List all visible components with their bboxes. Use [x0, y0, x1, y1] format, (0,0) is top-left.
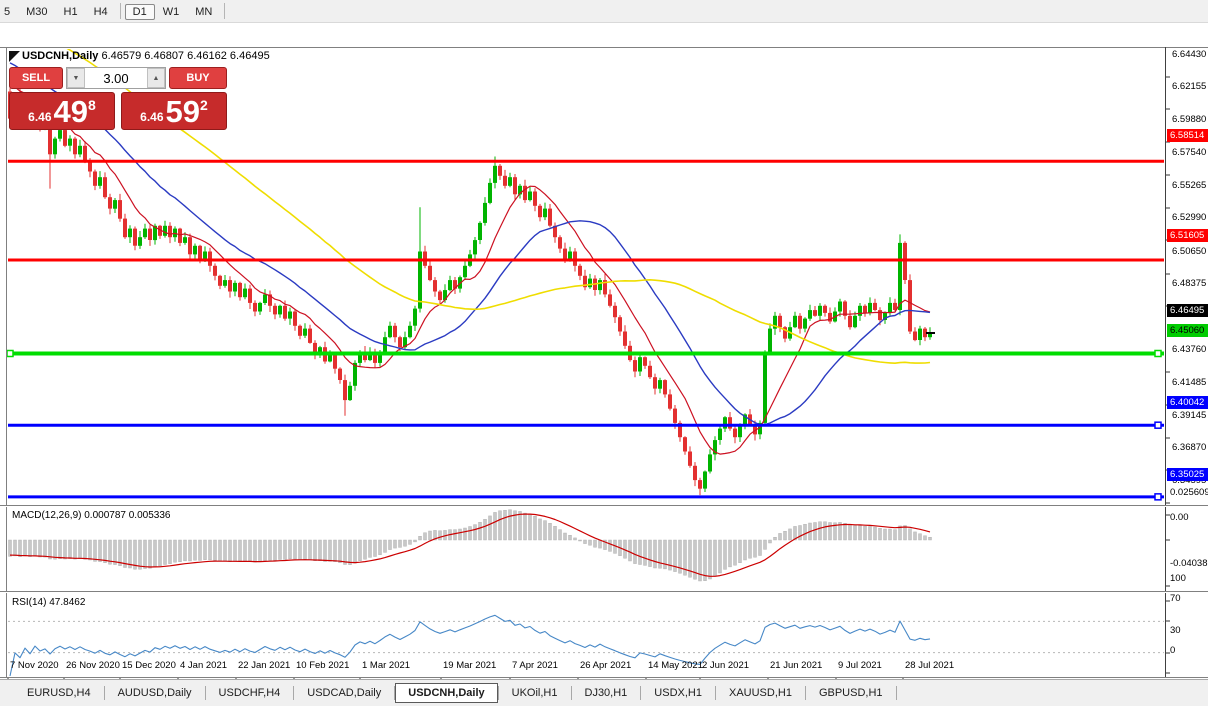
chart-tab-usdchf-h4[interactable]: USDCHF,H4: [218, 687, 281, 699]
chart-ohlc-values: 6.46579 6.46807 6.46162 6.46495: [101, 50, 270, 62]
tab-separator: [895, 686, 897, 700]
chart-tab-gbpusd-h1[interactable]: GBPUSD,H1: [818, 687, 883, 699]
timeframe-button-d1[interactable]: D1: [124, 3, 155, 20]
candlestick-series: [8, 88, 932, 496]
chart-tab-usdcad-daily[interactable]: USDCAD,Daily: [307, 687, 382, 699]
ask-price-integer: 6.46: [140, 110, 164, 124]
bid-price-point: 8: [88, 97, 96, 113]
chart-tab-dj30-h1[interactable]: DJ30,H1: [584, 687, 628, 699]
bid-price-pips: 49: [53, 94, 89, 129]
tab-separator: [204, 686, 206, 700]
chart-window: USDCNH,Daily 6.46579 6.46807 6.46162 6.4…: [0, 23, 1208, 705]
timeframe-button-5[interactable]: 5: [4, 5, 11, 18]
toolbar-separator: [119, 3, 121, 19]
timeframe-toolbar: 5 M30 H1 H4 D1 W1 MN: [0, 0, 1208, 23]
macd-indicator: [8, 509, 932, 582]
chart-header: USDCNH,Daily 6.46579 6.46807 6.46162 6.4…: [22, 50, 270, 62]
pane-borders: [0, 47, 1208, 701]
ask-price-pips: 59: [165, 94, 201, 129]
chart-tab-ukoil-h1[interactable]: UKOil,H1: [511, 687, 558, 699]
sell-button[interactable]: SELL: [9, 67, 63, 89]
chart-symbol-label: USDCNH,Daily: [22, 50, 99, 62]
macd-label: MACD(12,26,9) 0.000787 0.005336: [12, 510, 171, 521]
ask-price-box[interactable]: 6.46 59 2: [121, 92, 227, 130]
horizontal-price-lines[interactable]: [6, 159, 1164, 501]
price-chart-canvas[interactable]: [0, 23, 1208, 728]
tab-separator: [394, 686, 396, 700]
ask-price-point: 2: [200, 97, 208, 113]
bid-price-box[interactable]: 6.46 49 8: [9, 92, 115, 130]
chart-tab-xauusd-h1[interactable]: XAUUSD,H1: [728, 687, 792, 699]
tab-separator: [570, 686, 572, 700]
timeframe-button-mn[interactable]: MN: [195, 5, 213, 18]
chart-tab-audusd-daily[interactable]: AUDUSD,Daily: [117, 687, 192, 699]
tab-separator: [103, 686, 105, 700]
chart-tab-eurusd-h4[interactable]: EURUSD,H4: [27, 687, 91, 699]
tab-separator: [804, 686, 806, 700]
rsi-indicator: [8, 614, 1164, 676]
tab-separator: [640, 686, 642, 700]
chart-tab-usdx-h1[interactable]: USDX,H1: [654, 687, 702, 699]
volume-spinner: ▼ 3.00 ▲: [66, 67, 166, 89]
bid-price-integer: 6.46: [28, 110, 52, 124]
volume-increase-button[interactable]: ▲: [147, 68, 165, 88]
timeframe-button-h1[interactable]: H1: [63, 5, 78, 18]
toolbar-separator: [224, 3, 226, 19]
volume-decrease-button[interactable]: ▼: [67, 68, 85, 88]
volume-value[interactable]: 3.00: [103, 70, 129, 86]
rsi-label: RSI(14) 47.8462: [12, 597, 86, 608]
tab-separator: [293, 686, 295, 700]
timeframe-button-h4[interactable]: H4: [93, 5, 108, 18]
chart-tab-usdcnh-daily[interactable]: USDCNH,Daily: [395, 683, 498, 703]
one-click-trading-panel: SELL ▼ 3.00 ▲ BUY 6.46 49 8 6.46 59 2: [9, 67, 227, 130]
buy-button[interactable]: BUY: [169, 67, 227, 89]
timeframe-button-w1[interactable]: W1: [162, 5, 180, 18]
tab-separator: [497, 686, 499, 700]
timeframe-button-m30[interactable]: M30: [26, 5, 48, 18]
tab-separator: [714, 686, 716, 700]
chart-tab-bar: EURUSD,H4 AUDUSD,Daily USDCHF,H4 USDCAD,Dai…: [0, 679, 1208, 706]
triangle-marker-icon: [9, 51, 20, 62]
